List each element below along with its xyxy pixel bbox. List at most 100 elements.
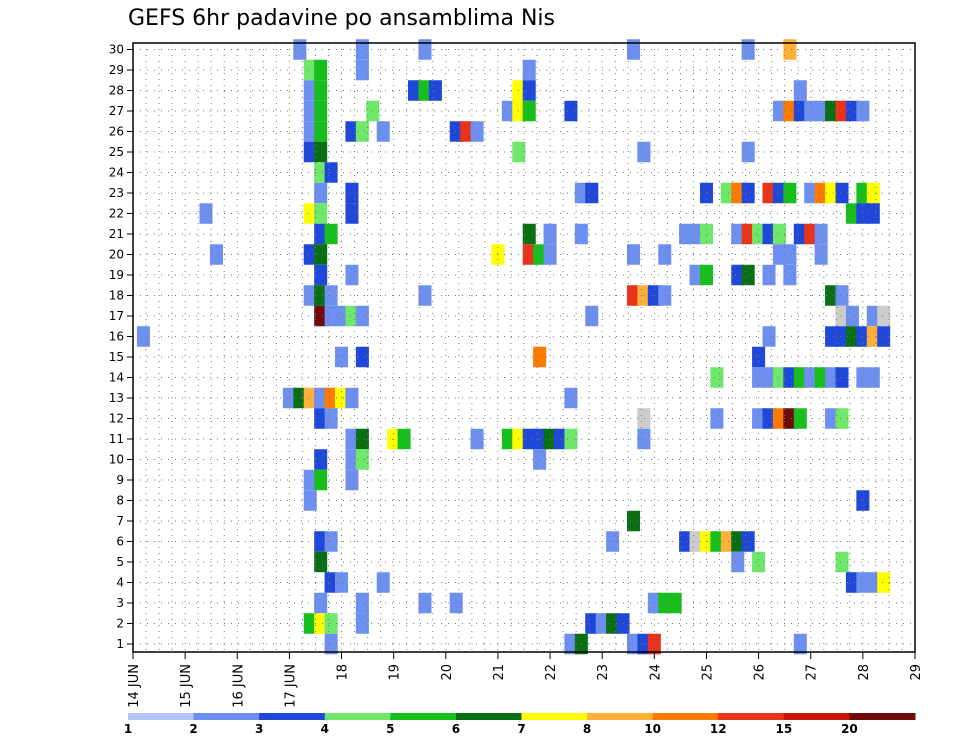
heatmap-cell [366, 100, 380, 122]
heatmap-cell [626, 510, 640, 532]
heatmap-cell [772, 408, 786, 429]
heatmap-cell [866, 367, 880, 388]
y-tick-label: 1 [116, 637, 124, 651]
heatmap-cell [355, 613, 369, 634]
heatmap-cell [679, 223, 693, 245]
heatmap-cell [324, 162, 338, 183]
heatmap-cell [772, 182, 786, 204]
heatmap-cell [522, 59, 536, 81]
heatmap-cell [324, 223, 338, 245]
heatmap-cell [835, 408, 849, 429]
heatmap-cell [783, 367, 797, 388]
y-axis: 1234567891011121314151617181920212223242… [109, 43, 133, 651]
y-tick-label: 3 [116, 596, 124, 610]
heatmap-cell [877, 572, 891, 593]
heatmap-cell [710, 367, 724, 388]
heatmap-cell [689, 223, 703, 245]
x-tick-label: 18 [336, 664, 351, 681]
heatmap-cell [397, 428, 411, 450]
heatmap-cell [856, 572, 870, 593]
heatmap-cell [783, 408, 797, 429]
heatmap-cell [335, 346, 349, 368]
colorbar-swatch [783, 713, 850, 720]
heatmap-cell [335, 572, 349, 593]
x-tick-label: 29 [909, 664, 924, 681]
heatmap-cell [324, 531, 338, 552]
heatmap-cell [303, 203, 317, 224]
y-tick-label: 12 [109, 412, 124, 426]
colorbar-label: 10 [644, 722, 661, 736]
y-tick-label: 23 [109, 186, 124, 200]
heatmap-cell [825, 285, 839, 306]
heatmap-cell [835, 326, 849, 347]
heatmap-cell [314, 182, 328, 204]
heatmap-cell [314, 141, 328, 163]
y-tick-label: 18 [109, 289, 124, 303]
heatmap-cell [314, 80, 328, 101]
heatmap-cell [626, 39, 640, 60]
heatmap-cell [856, 490, 870, 511]
heatmap-cell [314, 223, 328, 245]
colorbar-swatch [193, 713, 260, 720]
heatmap-cell [418, 592, 432, 614]
heatmap-cell [564, 387, 578, 409]
heatmap-cell [314, 100, 328, 122]
heatmap-cell [814, 100, 828, 122]
heatmap-cell [658, 592, 672, 614]
y-tick-label: 27 [109, 104, 124, 118]
heatmap-cell [585, 613, 599, 634]
heatmap-cell [314, 59, 328, 81]
heatmap-cell [355, 305, 369, 327]
heatmap-cell [418, 285, 432, 306]
colorbar-label: 4 [321, 722, 329, 736]
heatmap-cell [658, 244, 672, 265]
y-tick-label: 4 [116, 576, 124, 590]
heatmap-cell [835, 305, 849, 327]
heatmap-cell [314, 387, 328, 409]
heatmap-cell [470, 428, 484, 450]
colorbar-label: 1 [124, 722, 132, 736]
heatmap-cell [856, 367, 870, 388]
heatmap-cell [825, 100, 839, 122]
heatmap-cell [324, 572, 338, 593]
heatmap-cell [856, 100, 870, 122]
heatmap-cell [543, 244, 557, 265]
plot-frame [132, 42, 916, 653]
heatmap-cell [647, 592, 661, 614]
y-tick-label: 14 [109, 371, 124, 385]
heatmap-cell [783, 182, 797, 204]
heatmap-cell [314, 285, 328, 306]
heatmap-cell [731, 223, 745, 245]
heatmap-cell [710, 408, 724, 429]
heatmap-cell [314, 121, 328, 142]
heatmap-cell [772, 367, 786, 388]
heatmap-cell [783, 264, 797, 286]
heatmap-cell [741, 264, 755, 286]
heatmap-cell [314, 551, 328, 573]
y-tick-label: 9 [116, 473, 124, 487]
heatmap-cell [689, 264, 703, 286]
heatmap-cell [345, 428, 359, 450]
heatmap-cell [762, 182, 776, 204]
heatmap-cell [449, 121, 463, 142]
heatmap-cell [637, 633, 651, 655]
heatmap-cell [804, 223, 818, 245]
colorbar-label: 3 [255, 722, 263, 736]
heatmap-cell [355, 449, 369, 470]
heatmap-cell [355, 59, 369, 81]
colorbar-swatch [390, 713, 457, 720]
heatmap-cell [825, 182, 839, 204]
x-tick-label: 28 [857, 664, 872, 681]
colorbar-label: 12 [710, 722, 727, 736]
heatmap-cell [418, 39, 432, 60]
x-tick-label: 20 [440, 664, 455, 681]
heatmap-cell [314, 469, 328, 491]
heatmap-cell [814, 244, 828, 265]
heatmap-cell [501, 100, 515, 122]
heatmap-cell [762, 367, 776, 388]
heatmap-cell [793, 223, 807, 245]
heatmap-cell [564, 428, 578, 450]
heatmap-cell [804, 367, 818, 388]
heatmap-cell [606, 613, 620, 634]
